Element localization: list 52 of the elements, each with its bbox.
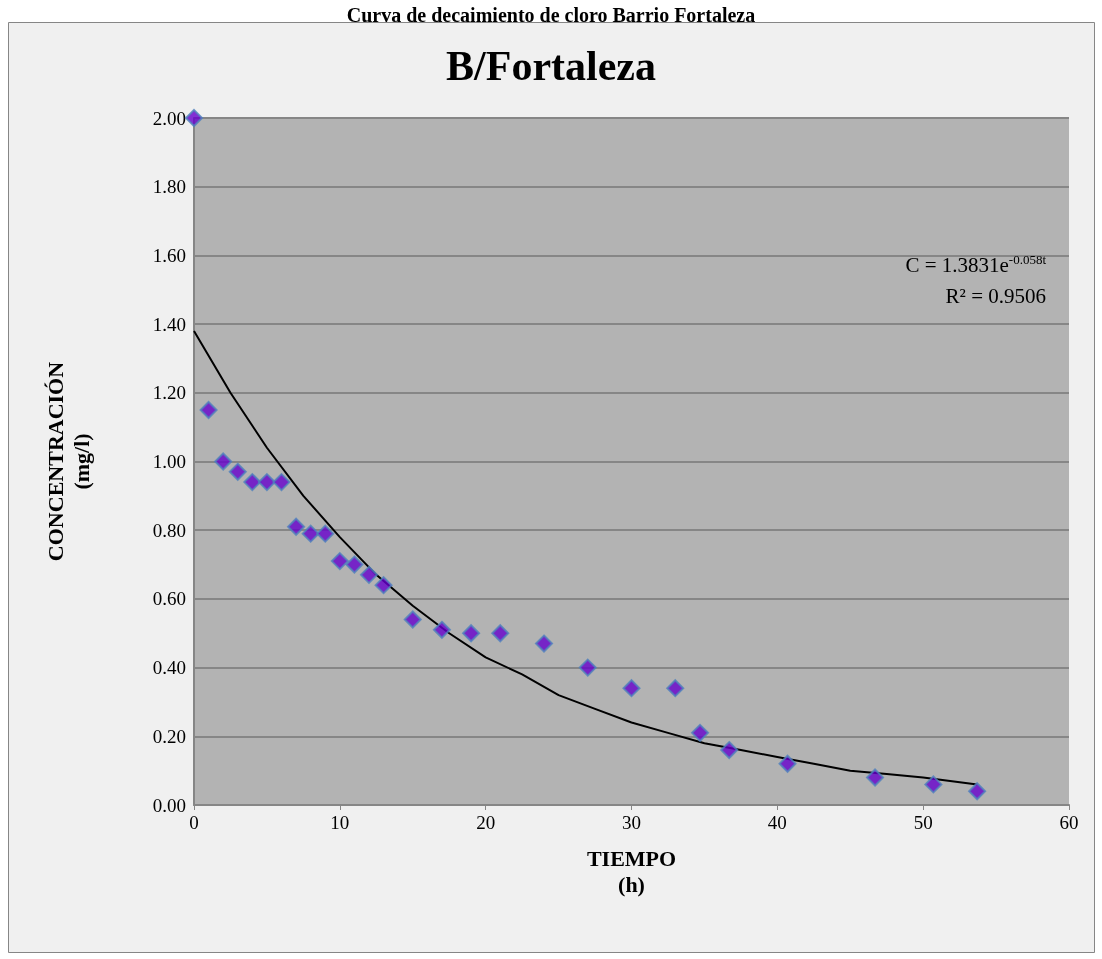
x-tick-label: 0 xyxy=(189,812,199,833)
x-tick-label: 10 xyxy=(330,812,350,833)
point xyxy=(228,462,247,481)
point xyxy=(243,473,262,492)
x-tick-label: 60 xyxy=(1059,812,1079,833)
point xyxy=(199,400,218,419)
y-tick-label: 0.00 xyxy=(152,794,186,816)
point xyxy=(272,473,291,492)
y-tick-label: 0.80 xyxy=(152,519,186,541)
x-tick-label: 20 xyxy=(476,812,496,833)
point xyxy=(691,723,710,742)
point xyxy=(720,741,739,760)
point xyxy=(345,555,364,574)
annotation: R² = 0.9506 xyxy=(945,284,1046,309)
chart-title: Curva de decaimiento de cloro Barrio Fortaleza xyxy=(346,4,756,26)
y-tick-label: 1.00 xyxy=(152,451,186,472)
chart-subtitle: B/Fortaleza xyxy=(446,43,656,89)
point xyxy=(578,658,597,677)
point xyxy=(462,624,481,643)
point xyxy=(866,768,885,787)
y-axis-title: CONCENTRACIÓN (mg/l) xyxy=(42,361,94,562)
point xyxy=(432,620,451,639)
x-tick-label: 30 xyxy=(622,812,641,833)
point xyxy=(185,109,203,127)
point xyxy=(622,679,641,698)
y-tick-label: 1.80 xyxy=(152,176,186,198)
point xyxy=(374,576,393,595)
y-tick-label: 0.60 xyxy=(152,588,186,610)
point xyxy=(535,634,553,653)
point xyxy=(214,452,233,471)
point xyxy=(360,565,378,584)
y-tick-label: 2.00 xyxy=(152,107,186,129)
x-tick-label: 40 xyxy=(767,812,787,833)
y-tick-label: 1.60 xyxy=(152,244,186,266)
x-tick-label: 50 xyxy=(913,812,933,833)
point xyxy=(968,782,987,801)
point xyxy=(316,524,335,543)
y-tick-label: 0.40 xyxy=(152,657,186,679)
point xyxy=(330,552,349,571)
point xyxy=(403,610,422,629)
point xyxy=(287,517,306,536)
point xyxy=(491,624,510,643)
y-tick-label: 1.20 xyxy=(152,382,186,404)
point xyxy=(924,775,943,794)
annotation: C = 1.3831e$^{-0.058t}$ xyxy=(905,252,1046,278)
point xyxy=(257,473,276,492)
x-axis-title: TIEMPO (h) xyxy=(586,845,677,897)
y-tick-label: 1.40 xyxy=(152,313,186,335)
y-tick-label: 0.20 xyxy=(152,725,186,747)
point xyxy=(778,754,797,773)
point xyxy=(301,524,320,543)
point xyxy=(666,679,685,698)
